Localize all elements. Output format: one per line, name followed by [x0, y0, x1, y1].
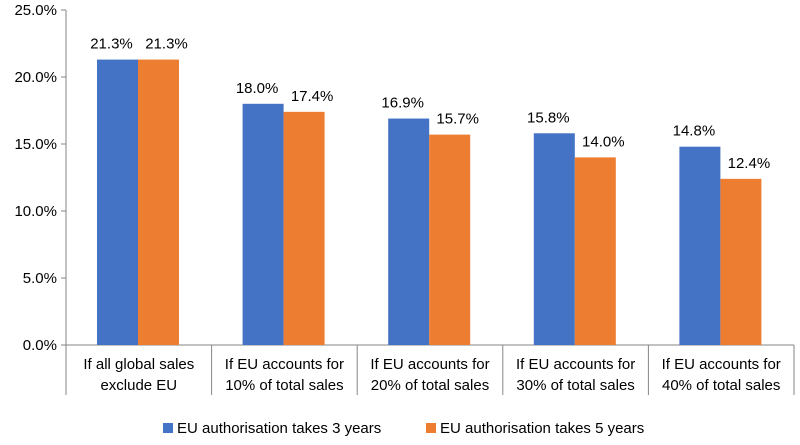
x-category-label: 20% of total sales	[371, 377, 489, 394]
y-tick-label: 5.0%	[23, 270, 57, 287]
data-label-series-2-category-1: 21.3%	[145, 36, 188, 53]
x-category-label: If all global sales	[83, 356, 194, 373]
data-label-series-2-category-4: 14.0%	[582, 133, 625, 150]
y-tick-label: 0.0%	[23, 337, 57, 354]
data-labels-layer: 21.3% 18.0% 16.9% 15.8% 14.8% 21.3% 17.4% 15.7%…	[90, 36, 770, 172]
bar-series-1-category-3	[388, 118, 430, 345]
legend: EU authorisation takes 3 years EU authori…	[163, 420, 644, 437]
legend-label-series-2: EU authorisation takes 5 years	[440, 420, 644, 437]
bar-series-1-category-5	[679, 146, 721, 345]
y-tick-label: 20.0%	[14, 69, 57, 86]
x-category-label: exclude EU	[100, 377, 177, 394]
x-category-label: If EU accounts for	[662, 356, 781, 373]
data-label-series-1-category-5: 14.8%	[673, 123, 716, 140]
category-labels-layer: If all global sales exclude EU If EU accou…	[83, 356, 780, 394]
bar-series-2-category-4	[574, 157, 616, 345]
axes-layer: 0.0% 5.0% 10.0% 15.0% 20.0% 25.0%	[14, 2, 795, 395]
bar-series-2-category-5	[720, 178, 762, 345]
legend-label-series-1: EU authorisation takes 3 years	[177, 420, 381, 437]
x-category-label: 10% of total sales	[225, 377, 343, 394]
legend-swatch-series-2	[426, 423, 436, 433]
bar-series-1-category-4	[533, 133, 575, 345]
x-category-label: If EU accounts for	[225, 356, 344, 373]
data-label-series-1-category-1: 21.3%	[90, 36, 133, 53]
y-tick-label: 15.0%	[14, 136, 57, 153]
x-category-label: If EU accounts for	[370, 356, 489, 373]
data-label-series-2-category-5: 12.4%	[728, 155, 771, 172]
data-label-series-2-category-2: 17.4%	[291, 88, 334, 105]
x-category-label: 30% of total sales	[516, 377, 634, 394]
legend-swatch-series-1	[163, 423, 173, 433]
x-category-label: If EU accounts for	[516, 356, 635, 373]
data-label-series-2-category-3: 15.7%	[436, 111, 479, 128]
bar-series-2-category-3	[429, 134, 471, 345]
data-label-series-1-category-3: 16.9%	[381, 95, 424, 112]
x-category-label: 40% of total sales	[662, 377, 780, 394]
data-label-series-1-category-4: 15.8%	[527, 109, 570, 126]
y-tick-label: 10.0%	[14, 203, 57, 220]
bar-series-1-category-1	[97, 59, 138, 346]
bar-series-2-category-2	[283, 111, 325, 345]
data-label-series-1-category-2: 18.0%	[236, 80, 279, 97]
y-tick-label: 25.0%	[14, 2, 57, 19]
bar-series-2-category-1	[138, 59, 179, 346]
bar-series-1-category-2	[242, 103, 284, 345]
bars-layer	[97, 59, 762, 346]
